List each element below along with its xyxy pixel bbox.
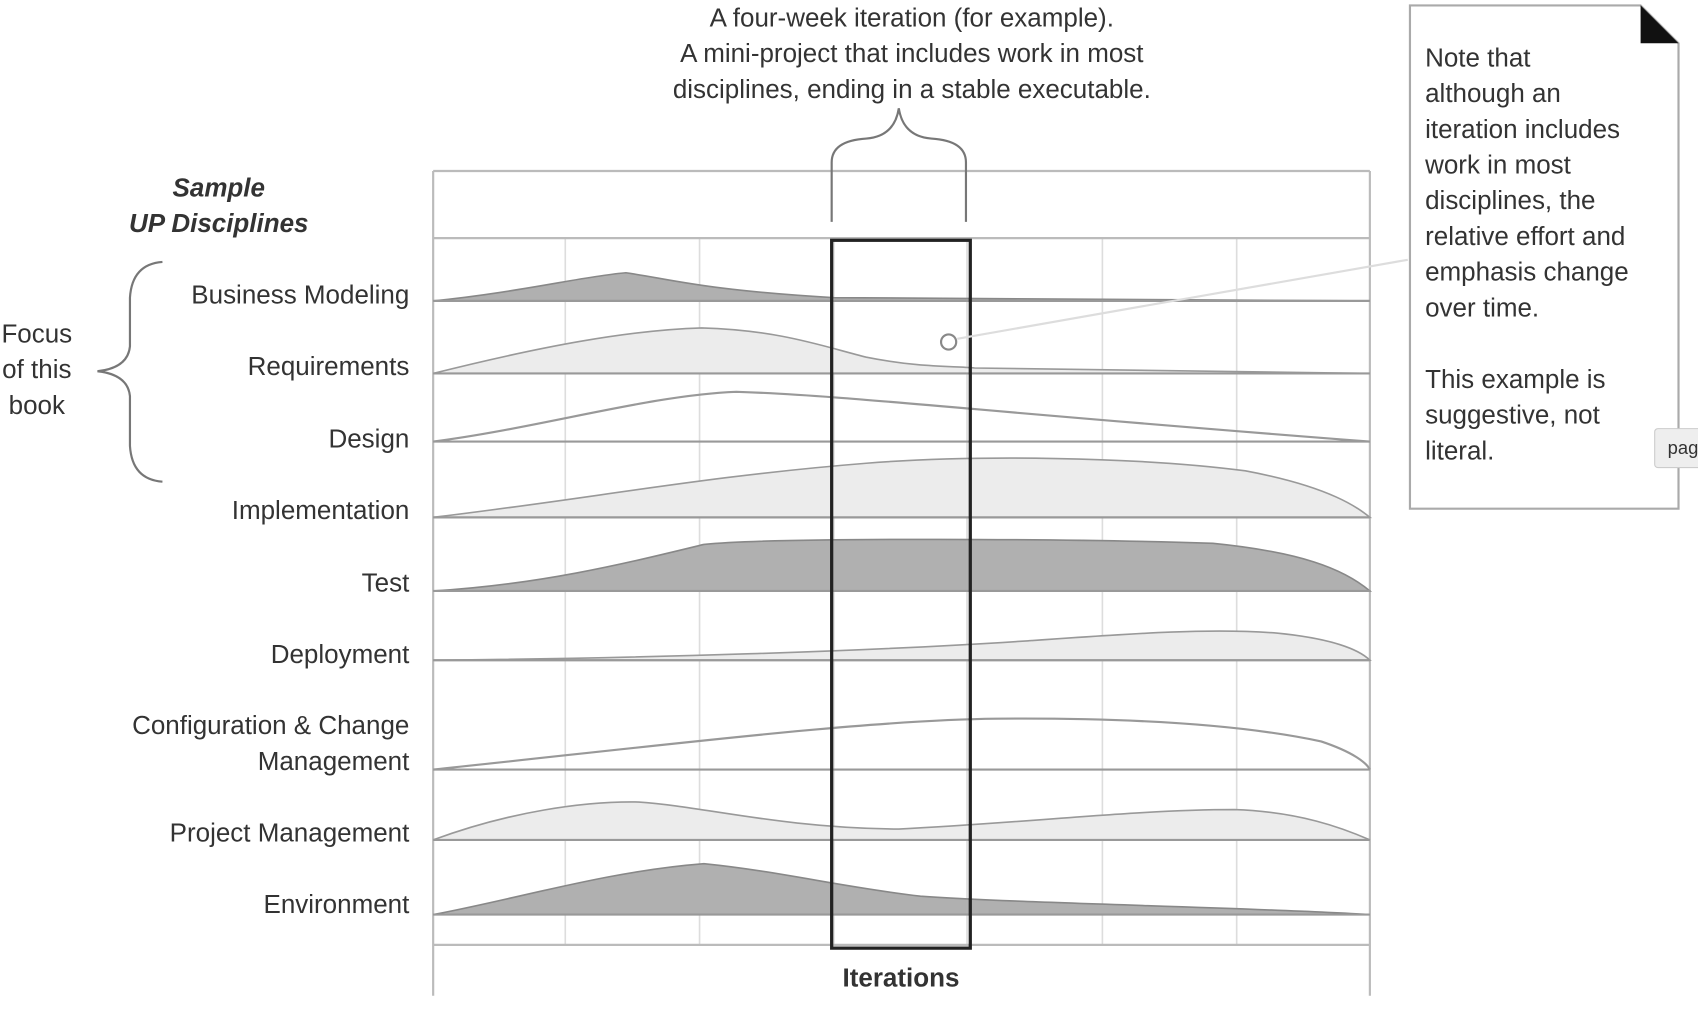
focus-label: book: [9, 390, 66, 420]
note-line: although an: [1425, 78, 1561, 108]
focus-label: of this: [2, 354, 71, 384]
annotation-line: A four-week iteration (for example).: [710, 2, 1114, 32]
annotation-line: disciplines, ending in a stable executab…: [673, 74, 1151, 104]
discipline-label: Project Management: [170, 817, 410, 847]
annotation-line: A mini-project that includes work in mos…: [680, 38, 1144, 68]
note-line: Note that: [1425, 42, 1531, 72]
note-box: [1408, 4, 1680, 510]
discipline-label: Configuration & Change: [132, 710, 409, 740]
note-line: iteration includes: [1425, 114, 1620, 144]
note-line: suggestive, not: [1425, 400, 1601, 430]
pointer-dot: [939, 333, 958, 351]
heading: Sample: [173, 172, 265, 202]
effort-curves: [432, 271, 1373, 916]
focus-brace: [97, 260, 163, 483]
note-pointer: [957, 258, 1408, 340]
note-line: disciplines, the: [1425, 185, 1595, 215]
note-line: This example is: [1425, 364, 1605, 394]
discipline-label: Test: [362, 567, 410, 597]
discipline-label: Deployment: [271, 639, 410, 669]
note-line: over time.: [1425, 292, 1539, 322]
iteration-box: [830, 238, 972, 950]
discipline-label: Environment: [264, 889, 411, 919]
iteration-brace: [830, 108, 968, 222]
focus-label: Focus: [1, 318, 72, 348]
discipline-label: Requirements: [248, 351, 410, 381]
discipline-label: Implementation: [232, 495, 410, 525]
note-line: emphasis change: [1425, 257, 1629, 287]
note-text: Note that although an iteration includes wo…: [1424, 42, 1629, 465]
note-line: literal.: [1425, 435, 1494, 465]
heading: UP Disciplines: [129, 208, 308, 238]
discipline-label: Business Modeling: [191, 279, 409, 309]
tooltip: [1654, 428, 1698, 469]
note-line: work in most: [1424, 150, 1572, 180]
axis-label: Iterations: [843, 962, 960, 992]
note-corner: [1640, 5, 1679, 44]
discipline-label: Management: [258, 746, 410, 776]
note-line: relative effort and: [1425, 221, 1625, 251]
tooltip-text: pag: [1668, 437, 1698, 458]
discipline-label: Design: [328, 423, 409, 453]
